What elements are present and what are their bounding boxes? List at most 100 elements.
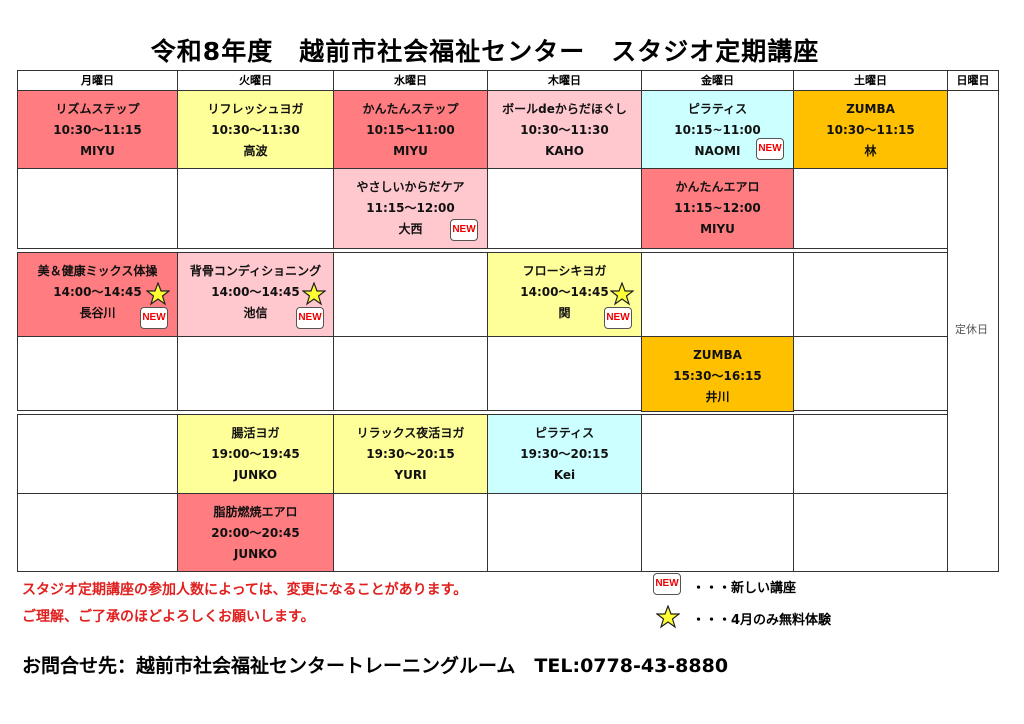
class-name: かんたんエアロ <box>675 180 760 194</box>
class-teacher: Kei <box>553 468 576 482</box>
empty-cell <box>177 336 334 412</box>
legend-star-text: ・・・4月のみ無料体験 <box>692 613 832 628</box>
class-teacher: 高波 <box>243 144 268 158</box>
class-time: 11:15~12:00 <box>674 201 761 215</box>
class-name: ピラティス <box>534 426 595 440</box>
empty-cell <box>487 493 642 572</box>
class-teacher: 池信 <box>243 306 268 320</box>
class-teacher: MIYU <box>393 144 428 158</box>
empty-cell <box>487 336 642 412</box>
empty-cell <box>333 336 488 412</box>
day-header: 木曜日 <box>487 70 642 91</box>
empty-cell <box>17 414 178 494</box>
class-name: やさしいからだケア <box>356 180 465 194</box>
empty-cell <box>17 493 178 572</box>
empty-cell <box>487 168 642 249</box>
legend-star-icon <box>656 605 680 629</box>
sunday-column <box>947 90 999 572</box>
star-icon <box>302 282 326 306</box>
class-teacher: 長谷川 <box>79 306 116 320</box>
class-name: リラックス夜活ヨガ <box>356 426 465 440</box>
empty-cell <box>177 168 334 249</box>
class-cell[interactable]: 背骨コンディショニング 14:00〜14:45 池信 NEW <box>177 252 334 337</box>
class-name: 腸活ヨガ <box>231 426 280 440</box>
class-time: 10:15〜11:00 <box>366 123 455 137</box>
class-cell[interactable]: かんたんステップ 10:15〜11:00 MIYU <box>333 90 488 169</box>
class-cell[interactable]: フローシキヨガ 14:00〜14:45 関 NEW <box>487 252 642 337</box>
new-badge: NEW <box>604 307 632 329</box>
class-cell[interactable]: かんたんエアロ 11:15~12:00 MIYU <box>641 168 794 249</box>
empty-cell <box>793 336 948 412</box>
class-cell[interactable]: リラックス夜活ヨガ 19:30〜20:15 YURI <box>333 414 488 494</box>
class-teacher: NAOMI <box>694 144 741 158</box>
class-cell[interactable]: リズムステップ 10:30〜11:15 MIYU <box>17 90 178 169</box>
class-cell[interactable]: 脂肪燃焼エアロ 20:00〜20:45 JUNKO <box>177 493 334 572</box>
class-cell[interactable]: ピラティス 19:30〜20:15 Kei <box>487 414 642 494</box>
empty-cell <box>641 252 794 337</box>
note-line-2: ご理解、ご了承のほどよろしくお願いします。 <box>22 609 315 625</box>
closed-label: 定休日 <box>955 323 988 336</box>
class-cell[interactable]: 美＆健康ミックス体操 14:00〜14:45 長谷川 NEW <box>17 252 178 337</box>
new-badge: NEW <box>450 219 478 241</box>
empty-cell <box>17 168 178 249</box>
class-cell[interactable]: ZUMBA 15:30〜16:15 井川 <box>641 336 794 412</box>
class-time: 19:30〜20:15 <box>520 447 609 461</box>
new-badge: NEW <box>140 307 168 329</box>
class-teacher: MIYU <box>700 222 735 236</box>
empty-cell <box>793 414 948 494</box>
day-header: 水曜日 <box>333 70 488 91</box>
class-time: 10:30〜11:30 <box>520 123 609 137</box>
empty-cell <box>641 414 794 494</box>
day-header: 月曜日 <box>17 70 178 91</box>
class-teacher: 関 <box>558 306 571 320</box>
legend-new-text: ・・・新しい講座 <box>692 581 797 596</box>
class-cell[interactable]: リフレッシュヨガ 10:30〜11:30 高波 <box>177 90 334 169</box>
legend-new-badge: NEW <box>653 573 681 595</box>
class-cell[interactable]: ボールdeからだほぐし 10:30〜11:30 KAHO <box>487 90 642 169</box>
class-teacher: JUNKO <box>233 468 278 482</box>
class-time: 14:00〜14:45 <box>211 285 300 299</box>
note-line-1: スタジオ定期講座の参加人数によっては、変更になることがあります。 <box>22 582 468 598</box>
class-time: 15:30〜16:15 <box>673 369 762 383</box>
new-badge: NEW <box>296 307 324 329</box>
empty-cell <box>17 336 178 412</box>
new-badge: NEW <box>756 138 784 160</box>
class-name: 美＆健康ミックス体操 <box>37 264 158 278</box>
day-header: 日曜日 <box>947 70 999 91</box>
empty-cell <box>641 493 794 572</box>
contact-info: お問合せ先：越前市社会福祉センタートレーニングルーム TEL:0778-43-8… <box>22 655 729 677</box>
class-cell[interactable]: ピラティス 10:15~11:00 NAOMI NEW <box>641 90 794 169</box>
star-icon <box>610 282 634 306</box>
class-teacher: 大西 <box>398 222 423 236</box>
class-cell[interactable]: やさしいからだケア 11:15〜12:00 大西 NEW <box>333 168 488 249</box>
class-teacher: MIYU <box>80 144 115 158</box>
class-name: 脂肪燃焼エアロ <box>213 505 298 519</box>
class-teacher: YURI <box>394 468 427 482</box>
class-name: 背骨コンディショニング <box>189 264 322 278</box>
empty-cell <box>793 168 948 249</box>
empty-cell <box>793 252 948 337</box>
class-time: 20:00〜20:45 <box>211 526 300 540</box>
class-name: かんたんステップ <box>362 102 459 116</box>
day-header: 火曜日 <box>177 70 334 91</box>
star-icon <box>146 282 170 306</box>
empty-cell <box>333 493 488 572</box>
class-cell[interactable]: ZUMBA 10:30〜11:15 林 <box>793 90 948 169</box>
empty-cell <box>333 252 488 337</box>
class-time: 10:15~11:00 <box>674 123 761 137</box>
class-time: 11:15〜12:00 <box>366 201 455 215</box>
page-title: 令和8年度 越前市社会福祉センター スタジオ定期講座 <box>150 37 820 66</box>
class-time: 19:00〜19:45 <box>211 447 300 461</box>
class-name: ZUMBA <box>846 102 895 116</box>
empty-cell <box>793 493 948 572</box>
day-header: 金曜日 <box>641 70 794 91</box>
class-name: リズムステップ <box>55 102 140 116</box>
class-name: ボールdeからだほぐし <box>502 102 627 116</box>
class-time: 10:30〜11:15 <box>53 123 142 137</box>
class-teacher: JUNKO <box>233 547 278 561</box>
class-time: 14:00〜14:45 <box>520 285 609 299</box>
class-time: 10:30〜11:30 <box>211 123 300 137</box>
class-time: 14:00〜14:45 <box>53 285 142 299</box>
class-cell[interactable]: 腸活ヨガ 19:00〜19:45 JUNKO <box>177 414 334 494</box>
